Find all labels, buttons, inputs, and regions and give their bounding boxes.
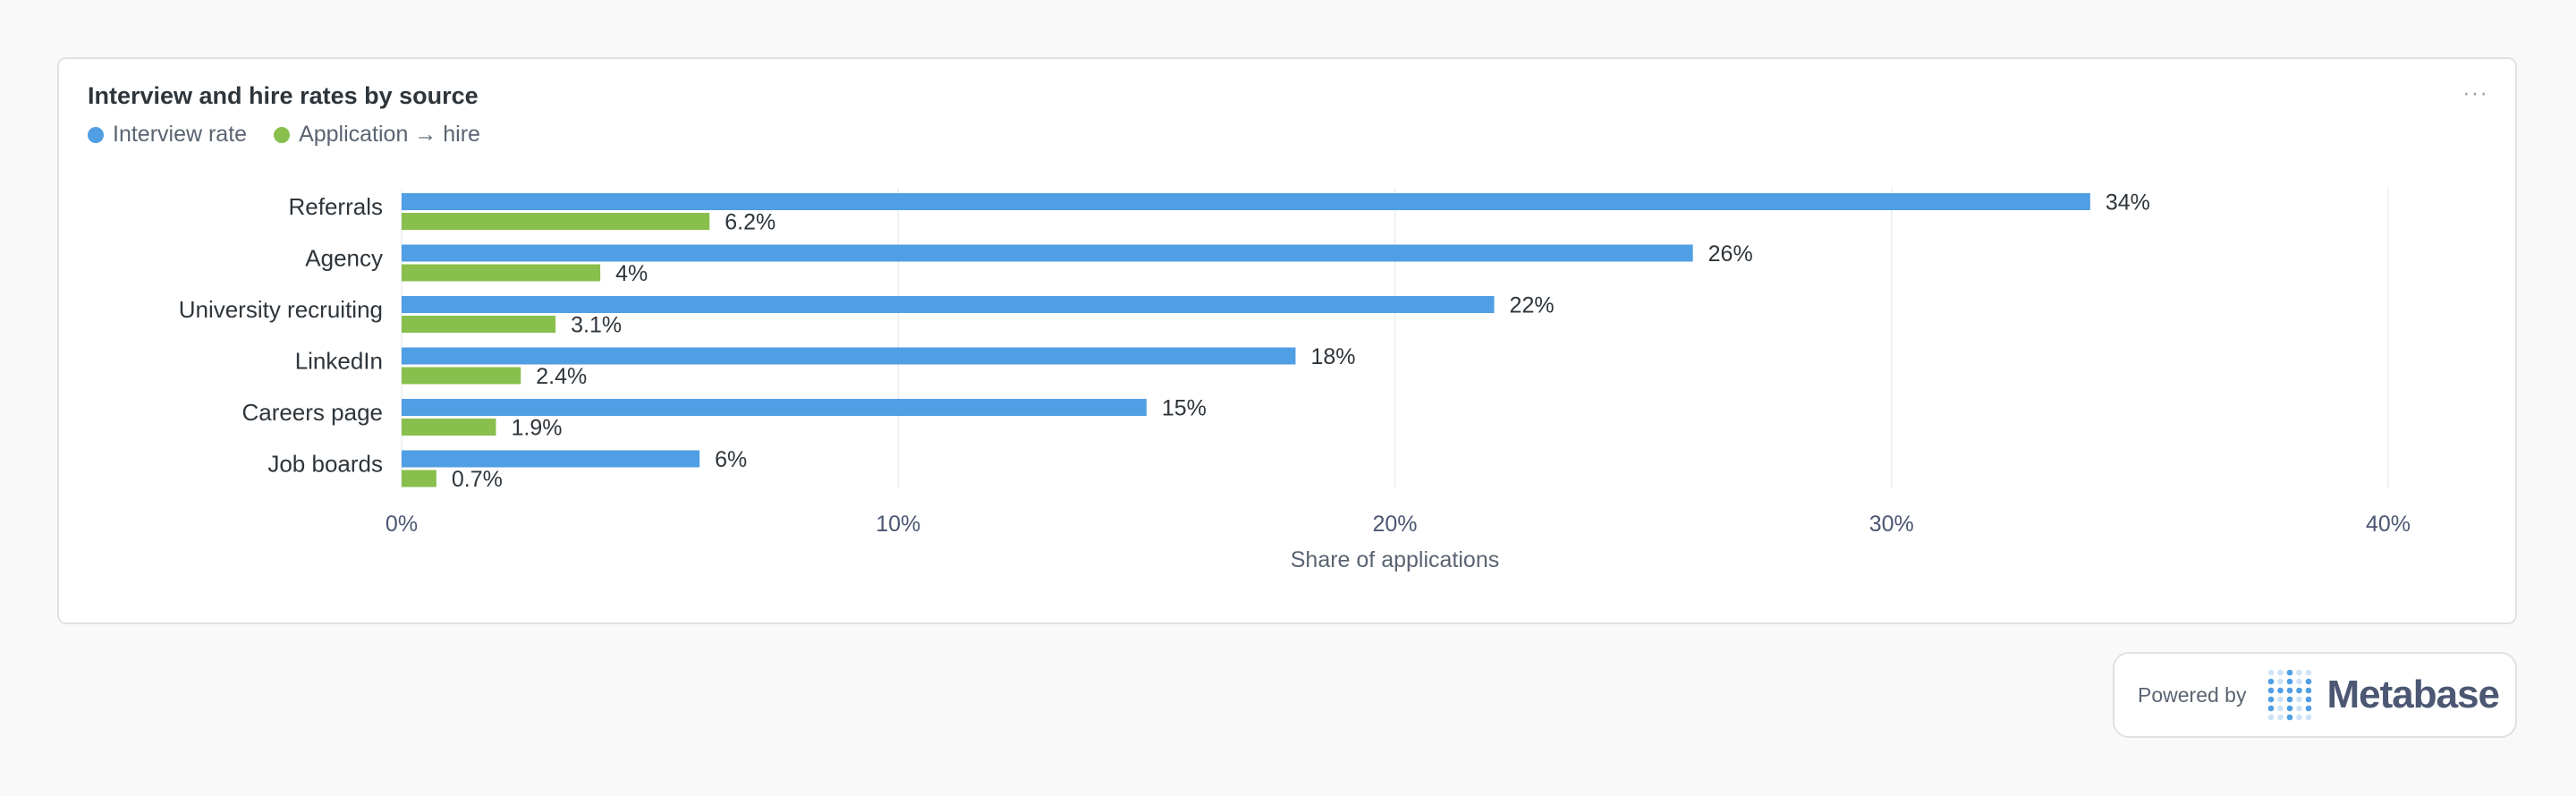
logo-dot bbox=[2268, 705, 2275, 712]
bar bbox=[402, 264, 601, 282]
logo-dot bbox=[2277, 696, 2284, 703]
x-tick-label: 20% bbox=[1372, 512, 1417, 537]
chart-legend: Interview rate Application → hire bbox=[88, 122, 480, 148]
bar bbox=[402, 367, 521, 385]
logo-dot bbox=[2287, 669, 2293, 676]
bar bbox=[402, 193, 2090, 210]
logo-dot bbox=[2277, 714, 2284, 721]
logo-dot bbox=[2306, 678, 2312, 685]
logo-dot bbox=[2287, 687, 2293, 694]
bar bbox=[402, 296, 1495, 313]
logo-dot bbox=[2306, 669, 2312, 676]
logo-dot bbox=[2306, 696, 2312, 703]
category-label: Careers page bbox=[242, 399, 383, 426]
data-label: 0.7% bbox=[452, 467, 503, 492]
bar bbox=[402, 399, 1147, 416]
logo-dot bbox=[2296, 687, 2303, 694]
legend-label-hire: Application → hire bbox=[299, 122, 480, 147]
logo-dot bbox=[2277, 687, 2284, 694]
logo-dot bbox=[2277, 705, 2284, 712]
logo-dot bbox=[2268, 714, 2275, 721]
powered-by-badge[interactable]: Powered by Metabase bbox=[2113, 652, 2517, 738]
metabase-wordmark: Metabase bbox=[2326, 673, 2500, 716]
bar bbox=[402, 450, 700, 468]
logo-dot bbox=[2287, 696, 2293, 703]
powered-by-label: Powered by bbox=[2138, 682, 2247, 707]
chart-card: Interview and hire rates by source ··· I… bbox=[57, 57, 2517, 624]
data-label: 15% bbox=[1162, 396, 1207, 421]
x-tick-label: 40% bbox=[2366, 512, 2411, 537]
category-label: Agency bbox=[305, 245, 383, 272]
logo-dot bbox=[2277, 678, 2284, 685]
logo-dot bbox=[2306, 687, 2312, 694]
logo-dot bbox=[2287, 705, 2293, 712]
data-label: 6% bbox=[715, 447, 747, 472]
legend-dot-interview bbox=[88, 126, 104, 143]
data-label: 6.2% bbox=[724, 210, 775, 235]
logo-dot bbox=[2287, 678, 2293, 685]
more-options-icon[interactable]: ··· bbox=[2462, 79, 2488, 106]
legend-label-interview: Interview rate bbox=[113, 122, 248, 147]
logo-dot bbox=[2296, 705, 2303, 712]
x-tick-label: 10% bbox=[876, 512, 920, 537]
metabase-logo-icon bbox=[2268, 669, 2312, 721]
logo-dot bbox=[2268, 678, 2275, 685]
logo-dot bbox=[2268, 696, 2275, 703]
legend-dot-hire bbox=[274, 126, 291, 143]
logo-dot bbox=[2277, 669, 2284, 676]
bar-chart: Referrals 34% 6.2% Agency 26% 4% University re… bbox=[179, 188, 2411, 572]
bar bbox=[402, 470, 436, 487]
data-label: 22% bbox=[1510, 293, 1555, 318]
x-tick-label: 0% bbox=[386, 512, 418, 537]
data-label: 1.9% bbox=[511, 416, 562, 441]
legend-item-interview-rate[interactable]: Interview rate bbox=[88, 122, 247, 148]
data-label: 3.1% bbox=[571, 313, 622, 338]
category-label: Referrals bbox=[289, 193, 383, 220]
legend-item-application-hire[interactable]: Application → hire bbox=[274, 122, 480, 148]
logo-dot bbox=[2306, 714, 2312, 721]
bar bbox=[402, 347, 1296, 365]
data-label: 4% bbox=[615, 261, 648, 286]
logo-dot bbox=[2296, 669, 2303, 676]
bar bbox=[402, 244, 1693, 262]
bar bbox=[402, 213, 710, 230]
category-label: University recruiting bbox=[179, 296, 383, 323]
logo-dot bbox=[2296, 678, 2303, 685]
logo-dot bbox=[2296, 714, 2303, 721]
data-label: 34% bbox=[2106, 191, 2150, 216]
logo-dot bbox=[2296, 696, 2303, 703]
logo-dot bbox=[2268, 687, 2275, 694]
data-label: 18% bbox=[1310, 344, 1355, 369]
logo-dot bbox=[2268, 669, 2275, 676]
logo-dot bbox=[2306, 705, 2312, 712]
bar bbox=[402, 316, 556, 333]
x-tick-label: 30% bbox=[1869, 512, 1914, 537]
data-label: 2.4% bbox=[536, 364, 587, 389]
category-label: Job boards bbox=[267, 451, 383, 478]
category-label: LinkedIn bbox=[295, 348, 383, 375]
bar bbox=[402, 419, 496, 436]
logo-dot bbox=[2287, 714, 2293, 721]
x-axis-title: Share of applications bbox=[1291, 547, 1499, 572]
chart-title: Interview and hire rates by source bbox=[88, 82, 479, 109]
data-label: 26% bbox=[1708, 241, 1753, 267]
